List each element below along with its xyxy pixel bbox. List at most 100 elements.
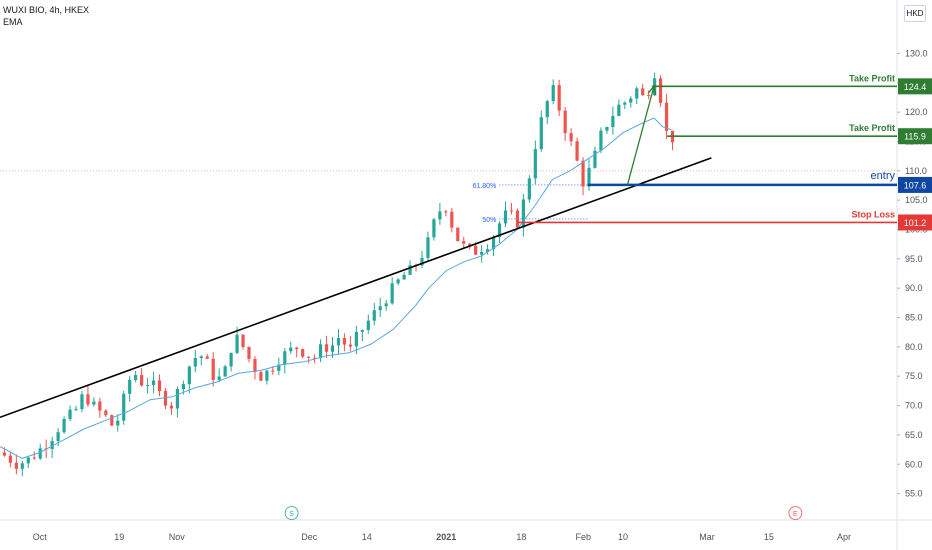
candle-body <box>342 338 347 345</box>
time-tick-label: 19 <box>114 532 124 542</box>
candle-body <box>38 448 42 459</box>
price-tick-label: 80.0 <box>905 342 923 352</box>
candle-body <box>116 420 120 426</box>
candle-body <box>462 241 466 244</box>
candle-body <box>491 237 496 250</box>
target-arrow <box>626 86 655 186</box>
candle-body <box>289 347 293 352</box>
time-tick-label: Mar <box>699 532 715 542</box>
candle-body <box>324 344 329 352</box>
candle-body <box>56 432 60 441</box>
candle-body <box>277 364 281 372</box>
price-tag-label: 107.6 <box>904 180 927 190</box>
candle-body <box>32 457 36 459</box>
indicator-legend-ema[interactable]: EMA <box>3 17 23 27</box>
candle-body <box>617 104 621 116</box>
candle-body <box>664 102 669 131</box>
price-tick-label: 75.0 <box>905 371 923 381</box>
price-tick-label: 65.0 <box>905 430 923 440</box>
price-tag-label: 101.2 <box>904 218 927 228</box>
candle-body <box>211 358 215 380</box>
price-tick-label: 95.0 <box>905 254 923 264</box>
candle-body <box>169 405 174 409</box>
time-tick-label: Nov <box>169 532 186 542</box>
candle-body <box>599 130 603 151</box>
candle-body <box>301 349 305 357</box>
candle-body <box>509 210 514 212</box>
candle-body <box>20 463 24 469</box>
candle-body <box>581 160 585 187</box>
candle-body <box>235 334 239 353</box>
candle-body <box>438 211 442 220</box>
level-label-take_profit: Take Profit <box>849 73 895 83</box>
candle-body <box>151 380 156 386</box>
candle-body <box>360 330 364 332</box>
candle-body <box>283 351 287 365</box>
candle-body <box>533 149 537 179</box>
candle-body <box>384 303 388 307</box>
candle-body <box>420 257 424 266</box>
event-marker <box>284 506 299 520</box>
time-tick-label: Apr <box>837 532 851 542</box>
candle-body <box>611 115 615 128</box>
candle-body <box>199 356 203 359</box>
candle-body <box>426 237 430 258</box>
candle-body <box>62 418 66 433</box>
candle-body <box>402 274 406 280</box>
price-tag-label: 115.9 <box>904 132 926 142</box>
time-tick-label: 2021 <box>436 532 456 542</box>
candle-body <box>253 358 257 373</box>
candles-group <box>2 72 675 477</box>
candle-body <box>223 366 227 377</box>
time-tick-label: Oct <box>33 532 48 542</box>
candle-body <box>587 167 591 187</box>
candle-body <box>229 352 233 367</box>
fib-level-label: 50% <box>482 217 496 224</box>
price-tick-label: 60.0 <box>905 459 923 469</box>
price-tick-label: 105.0 <box>905 195 928 205</box>
candle-body <box>187 366 191 385</box>
candle-body <box>456 227 460 242</box>
candle-body <box>50 440 54 450</box>
candle-body <box>480 251 484 255</box>
candle-body <box>259 372 263 381</box>
candle-body <box>271 370 275 372</box>
candle-body <box>14 462 18 469</box>
level-label-take_profit: Take Profit <box>849 123 895 133</box>
event-marker <box>788 506 803 520</box>
time-tick-label: 10 <box>618 532 628 542</box>
candle-body <box>110 415 114 426</box>
candle-body <box>157 380 162 392</box>
candle-body <box>354 331 358 347</box>
time-tick-label: 18 <box>516 532 526 542</box>
price-tick-label: 130.0 <box>905 48 928 58</box>
price-tag-entry <box>898 176 932 193</box>
event-marker-label: S <box>289 511 294 518</box>
candle-body <box>318 344 323 359</box>
price-tag-label: 124.4 <box>904 82 927 92</box>
candle-body <box>486 249 490 252</box>
currency-button[interactable]: HKD <box>904 5 926 22</box>
candle-body <box>122 393 126 421</box>
candle-body <box>134 375 138 380</box>
price-tag-take_profit <box>898 128 932 145</box>
candle-body <box>330 345 335 352</box>
candle-body <box>629 98 633 103</box>
candle-body <box>444 211 448 213</box>
candle-body <box>366 320 370 331</box>
candle-body <box>265 370 269 381</box>
candle-body <box>641 88 645 96</box>
candle-body <box>539 117 543 150</box>
candle-body <box>450 211 454 228</box>
candle-body <box>474 245 478 255</box>
candle-body <box>2 452 7 456</box>
candle-body <box>295 347 299 350</box>
candle-body <box>217 376 221 380</box>
candle-body <box>551 85 555 102</box>
candle-body <box>98 401 102 411</box>
time-tick-label: Feb <box>576 532 592 542</box>
candle-body <box>8 455 12 463</box>
candle-body <box>86 394 90 405</box>
candle-body <box>593 150 597 168</box>
